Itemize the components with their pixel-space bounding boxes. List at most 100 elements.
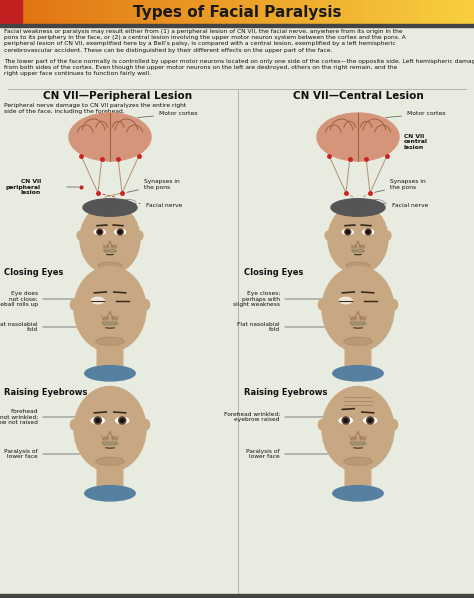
Text: Eye closes;
perhaps with
slight weakness: Eye closes; perhaps with slight weakness <box>233 291 280 307</box>
Circle shape <box>367 417 374 424</box>
FancyBboxPatch shape <box>345 346 371 376</box>
Ellipse shape <box>96 457 124 466</box>
Text: Eye does
not close;
eyeball rolls up: Eye does not close; eyeball rolls up <box>0 291 38 307</box>
Bar <box>63 0 72 24</box>
Ellipse shape <box>344 457 373 466</box>
Ellipse shape <box>116 298 129 303</box>
Bar <box>292 0 301 24</box>
Text: The lower part of the face normally is controlled by upper motor neurons located: The lower part of the face normally is c… <box>4 59 474 77</box>
Ellipse shape <box>120 200 136 206</box>
Bar <box>205 0 214 24</box>
Ellipse shape <box>325 231 331 240</box>
Ellipse shape <box>344 337 373 346</box>
Ellipse shape <box>352 245 357 248</box>
Bar <box>166 0 175 24</box>
Ellipse shape <box>83 199 137 216</box>
Ellipse shape <box>359 245 364 248</box>
Ellipse shape <box>80 204 140 274</box>
Text: CN VII—Peripheral Lesion: CN VII—Peripheral Lesion <box>44 91 192 101</box>
Ellipse shape <box>333 365 383 381</box>
Ellipse shape <box>103 249 117 252</box>
Text: Peripheral nerve damage to CN VII paralyzes the entire right
side of the face, i: Peripheral nerve damage to CN VII paraly… <box>4 103 186 114</box>
Ellipse shape <box>91 417 104 424</box>
Ellipse shape <box>333 486 383 501</box>
Bar <box>127 0 135 24</box>
Bar <box>458 0 467 24</box>
Ellipse shape <box>102 322 118 325</box>
Bar <box>47 0 56 24</box>
Text: Closing Eyes: Closing Eyes <box>4 268 64 277</box>
Text: CN VII
peripheral
lesion: CN VII peripheral lesion <box>6 179 41 196</box>
Ellipse shape <box>103 437 109 440</box>
Ellipse shape <box>351 249 365 252</box>
Circle shape <box>344 419 347 422</box>
Circle shape <box>120 419 124 422</box>
Bar <box>284 0 293 24</box>
Ellipse shape <box>77 231 83 240</box>
Ellipse shape <box>96 337 124 346</box>
Ellipse shape <box>142 420 150 430</box>
Circle shape <box>345 229 351 235</box>
Ellipse shape <box>102 442 118 445</box>
Bar <box>356 0 365 24</box>
Ellipse shape <box>71 300 78 310</box>
Bar <box>95 0 104 24</box>
Ellipse shape <box>111 437 117 440</box>
FancyBboxPatch shape <box>99 268 121 294</box>
Bar <box>190 0 199 24</box>
Bar <box>174 0 182 24</box>
Text: Forehead wrinkled;
eyebrow raised: Forehead wrinkled; eyebrow raised <box>224 411 280 422</box>
Bar <box>316 0 325 24</box>
Ellipse shape <box>364 298 377 303</box>
Circle shape <box>98 230 101 233</box>
Text: Raising Eyebrows: Raising Eyebrows <box>4 388 87 397</box>
Bar <box>0 0 22 24</box>
Text: CN VII—Central Lesion: CN VII—Central Lesion <box>292 91 423 101</box>
Bar <box>340 0 348 24</box>
Bar <box>450 0 459 24</box>
Bar <box>253 0 262 24</box>
Text: Closing Eyes: Closing Eyes <box>244 268 303 277</box>
Circle shape <box>367 230 370 233</box>
Bar <box>16 0 25 24</box>
Ellipse shape <box>69 113 151 161</box>
Bar <box>269 0 277 24</box>
Bar <box>371 0 380 24</box>
Ellipse shape <box>319 300 326 310</box>
Ellipse shape <box>317 113 399 161</box>
Ellipse shape <box>74 267 146 352</box>
Bar <box>435 0 443 24</box>
Bar <box>245 0 254 24</box>
Ellipse shape <box>111 245 116 248</box>
Bar <box>308 0 317 24</box>
Bar <box>300 0 309 24</box>
Ellipse shape <box>368 200 384 206</box>
Circle shape <box>346 230 349 233</box>
Ellipse shape <box>94 230 105 234</box>
Bar <box>466 0 474 24</box>
Bar <box>324 0 333 24</box>
Bar <box>411 0 419 24</box>
Bar <box>8 0 17 24</box>
Circle shape <box>96 419 100 422</box>
Bar <box>347 0 356 24</box>
FancyBboxPatch shape <box>97 346 123 376</box>
Ellipse shape <box>115 230 126 234</box>
Text: Facial nerve: Facial nerve <box>384 203 428 208</box>
Text: Paralysis of
lower face: Paralysis of lower face <box>4 448 38 459</box>
Text: Paralysis of
lower face: Paralysis of lower face <box>246 448 280 459</box>
Ellipse shape <box>85 486 135 501</box>
Ellipse shape <box>350 442 366 445</box>
FancyBboxPatch shape <box>345 465 371 495</box>
Circle shape <box>97 229 103 235</box>
Ellipse shape <box>85 365 135 381</box>
Ellipse shape <box>137 231 143 240</box>
Bar <box>419 0 428 24</box>
Text: Raising Eyebrows: Raising Eyebrows <box>244 388 328 397</box>
Ellipse shape <box>142 300 150 310</box>
Ellipse shape <box>351 437 356 440</box>
Ellipse shape <box>103 317 109 320</box>
Ellipse shape <box>363 230 374 234</box>
Ellipse shape <box>391 300 398 310</box>
Bar <box>237 0 246 24</box>
